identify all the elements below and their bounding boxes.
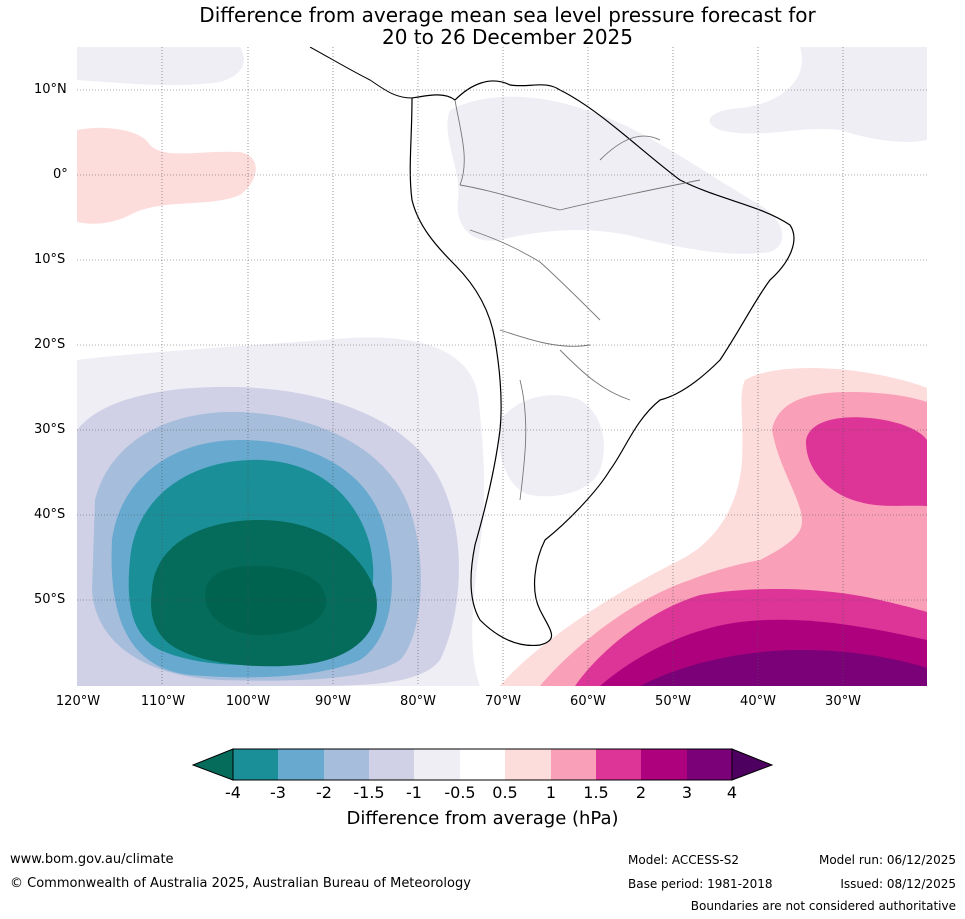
lon-label: 80°W	[400, 694, 436, 709]
colorbar-segment	[641, 749, 687, 780]
colorbar-segment	[414, 749, 460, 780]
colorbar-tick-label: 2	[635, 783, 647, 802]
colorbar-segment	[460, 749, 505, 780]
map-title: Difference from average mean sea level p…	[0, 4, 965, 48]
country-borders	[454, 99, 701, 501]
south-america-coastline	[409, 80, 795, 647]
colorbar-tick-label: 0.5	[492, 783, 518, 802]
colorbar-tick-label: -1.5	[353, 783, 385, 802]
colorbar-segment	[551, 749, 596, 780]
colorbar-outline	[232, 748, 733, 781]
colorbar-tick-label: -1	[406, 783, 422, 802]
lat-label: 30°S	[34, 422, 66, 437]
lat-label: 40°S	[34, 507, 66, 522]
colorbar-segment	[324, 749, 369, 780]
lon-label: 40°W	[740, 694, 776, 709]
lon-label: 120°W	[55, 694, 101, 709]
map-area	[77, 47, 927, 686]
lat-label: 50°S	[34, 592, 66, 607]
lon-label: 70°W	[485, 694, 521, 709]
anomaly-region-plus-0.5-west	[77, 127, 256, 224]
colorbar	[191, 748, 774, 781]
colorbar-tick-label: -4	[225, 783, 241, 802]
colorbar-segment	[278, 749, 324, 780]
lat-label: 10°S	[34, 252, 66, 267]
boundary-disclaimer: Boundaries are not considered authoritat…	[690, 899, 956, 913]
colorbar-segment	[596, 749, 641, 780]
central-america-coastline	[309, 47, 413, 99]
colorbar-tick-label: 1	[545, 783, 557, 802]
anomaly-region-minus-max	[205, 565, 327, 635]
lon-label: 90°W	[315, 694, 351, 709]
lon-label: 100°W	[225, 694, 271, 709]
title-line-2: 20 to 26 December 2025	[381, 25, 633, 49]
colorbar-tick-label: 4	[726, 783, 738, 802]
anomaly-patch-north-atlantic	[709, 47, 927, 142]
colorbar-segment	[233, 749, 278, 780]
colorbar-extend-high	[731, 748, 774, 781]
website-link[interactable]: www.bom.gov.au/climate	[10, 852, 174, 867]
lon-label: 60°W	[570, 694, 606, 709]
issued-date: Issued: 08/12/2025	[840, 877, 956, 891]
colorbar-tick-label: -2	[316, 783, 332, 802]
model-name: Model: ACCESS-S2	[628, 853, 740, 867]
colorbar-segment	[505, 749, 551, 780]
copyright-text: © Commonwealth of Australia 2025, Austra…	[10, 876, 471, 891]
anomaly-region-plus-1.5	[805, 417, 927, 506]
lon-label: 110°W	[140, 694, 186, 709]
base-period: Base period: 1981-2018	[628, 877, 773, 891]
anomaly-patch-north-pacific	[77, 47, 244, 86]
lon-label: 30°W	[825, 694, 861, 709]
lat-label: 0°	[53, 167, 68, 182]
colorbar-segment	[369, 749, 414, 780]
colorbar-segment	[687, 749, 732, 780]
lat-label: 20°S	[34, 337, 66, 352]
colorbar-tick-label: -3	[270, 783, 286, 802]
anomaly-region-plus-3	[640, 650, 927, 686]
lat-label: 10°N	[34, 82, 67, 97]
colorbar-tick-label: 1.5	[583, 783, 609, 802]
colorbar-tick-label: 3	[681, 783, 693, 802]
lon-label: 50°W	[655, 694, 691, 709]
anomaly-patch-argentina	[498, 395, 604, 497]
colorbar-tick-label: -0.5	[444, 783, 476, 802]
colorbar-title: Difference from average (hPa)	[346, 808, 619, 829]
graticule	[77, 47, 927, 686]
title-line-1: Difference from average mean sea level p…	[199, 3, 816, 27]
colorbar-extend-low	[191, 748, 234, 781]
model-run-date: Model run: 06/12/2025	[818, 853, 956, 867]
